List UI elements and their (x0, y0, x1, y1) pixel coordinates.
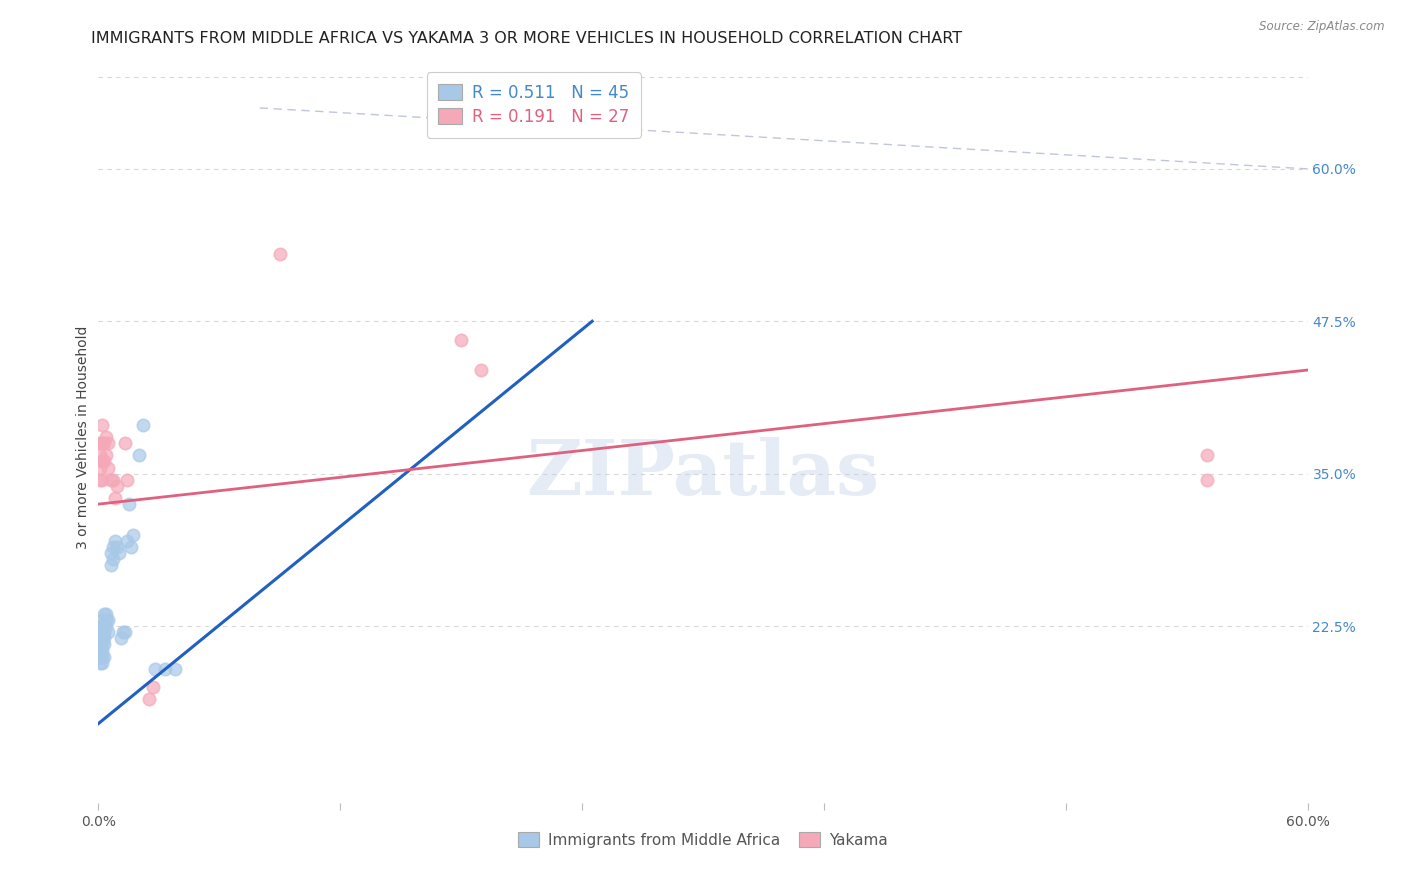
Point (93, 625, 115, 640)
Point (89, 619, 111, 633)
Point (105, 479, 128, 493)
Point (89, 656, 111, 670)
Text: Source: ZipAtlas.com: Source: ZipAtlas.com (1260, 20, 1385, 33)
Point (93, 607, 115, 621)
Point (115, 473, 138, 487)
Point (105, 540, 128, 554)
Point (89, 632, 111, 646)
Point (128, 449, 150, 463)
Point (93, 454, 115, 468)
Point (91, 632, 114, 646)
Point (103, 533, 125, 548)
Point (89, 449, 111, 463)
Point (153, 662, 176, 676)
Point (450, 333, 472, 347)
Point (1195, 473, 1218, 487)
Point (115, 533, 138, 548)
Point (100, 558, 122, 573)
Point (142, 680, 165, 694)
Point (93, 649, 115, 664)
Point (91, 436, 114, 450)
Point (96, 619, 118, 633)
Point (96, 613, 118, 627)
Point (97, 436, 120, 450)
Point (91, 643, 114, 657)
Point (91, 649, 114, 664)
Point (103, 491, 125, 505)
Point (96, 430, 118, 444)
Point (97, 625, 120, 640)
Point (97, 460, 120, 475)
Point (91, 417, 114, 432)
Point (470, 363, 492, 377)
Point (89, 625, 111, 640)
Point (93, 436, 115, 450)
Point (138, 692, 160, 706)
Point (101, 540, 124, 554)
Y-axis label: 3 or more Vehicles in Household: 3 or more Vehicles in Household (76, 326, 90, 549)
Point (93, 619, 115, 633)
Point (269, 247, 291, 261)
Point (93, 632, 115, 646)
Point (111, 625, 134, 640)
Point (93, 637, 115, 651)
Point (101, 473, 124, 487)
Point (114, 436, 136, 450)
Point (143, 662, 166, 676)
Point (118, 497, 141, 511)
Point (97, 613, 120, 627)
Point (89, 637, 111, 651)
Point (89, 649, 111, 664)
Point (89, 643, 111, 657)
Point (91, 656, 114, 670)
Point (100, 546, 122, 560)
Point (100, 473, 122, 487)
Text: ZIPatlas: ZIPatlas (526, 437, 880, 510)
Point (121, 527, 143, 541)
Point (91, 619, 114, 633)
Text: IMMIGRANTS FROM MIDDLE AFRICA VS YAKAMA 3 OR MORE VEHICLES IN HOUSEHOLD CORRELAT: IMMIGRANTS FROM MIDDLE AFRICA VS YAKAMA … (91, 31, 963, 46)
Point (89, 436, 111, 450)
Point (89, 473, 111, 487)
Point (132, 417, 155, 432)
Point (91, 625, 114, 640)
Point (107, 546, 129, 560)
Point (120, 540, 142, 554)
Point (1195, 449, 1218, 463)
Point (91, 473, 114, 487)
Point (110, 632, 132, 646)
Point (91, 454, 114, 468)
Legend: Immigrants from Middle Africa, Yakama: Immigrants from Middle Africa, Yakama (512, 826, 894, 854)
Point (96, 607, 118, 621)
Point (91, 637, 114, 651)
Point (89, 460, 111, 475)
Point (101, 552, 124, 566)
Point (163, 662, 186, 676)
Point (114, 625, 136, 640)
Point (96, 449, 118, 463)
Point (91, 613, 114, 627)
